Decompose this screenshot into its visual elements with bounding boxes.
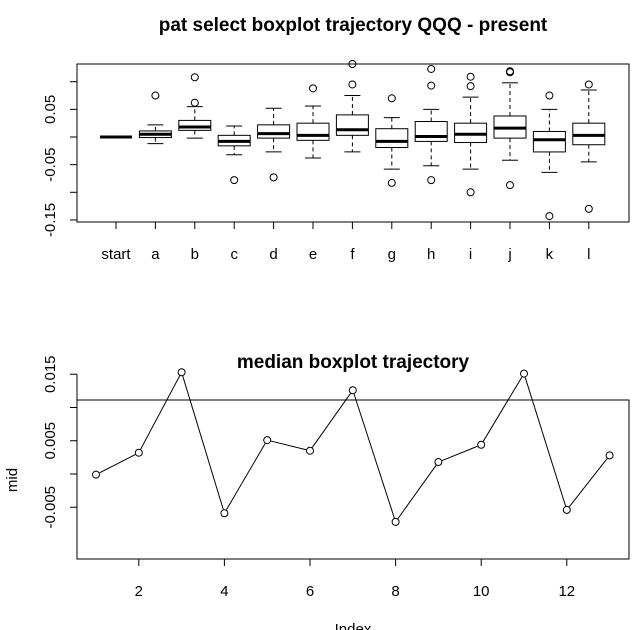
- line-chart-x-label: Index: [335, 621, 372, 630]
- x-tick-label: start: [101, 246, 131, 263]
- line-chart-y-label: mid: [4, 468, 21, 492]
- outlier-point: [348, 60, 357, 69]
- series-segment: [311, 393, 351, 448]
- outlier-point: [466, 72, 475, 81]
- box-iqr: [375, 128, 409, 149]
- outlier-point: [545, 212, 554, 221]
- x-tick-label: h: [427, 246, 435, 263]
- data-point: [605, 451, 614, 460]
- box-e: [296, 84, 330, 159]
- series-segment: [482, 376, 523, 442]
- outlier-point: [466, 82, 475, 91]
- box-k: [532, 91, 566, 221]
- series-segment: [225, 443, 266, 511]
- data-point: [391, 517, 400, 526]
- data-point: [306, 446, 314, 455]
- outlier-point: [427, 176, 436, 185]
- data-point: [520, 369, 528, 378]
- outlier-point: [545, 91, 554, 100]
- x-tick-label: 12: [558, 583, 575, 600]
- box-iqr: [257, 124, 291, 139]
- x-tick-label: g: [388, 246, 396, 263]
- box-iqr: [178, 119, 212, 131]
- box-g: [375, 94, 409, 187]
- x-tick-label: i: [469, 246, 472, 263]
- series-segment: [568, 458, 608, 508]
- x-tick-label: e: [309, 246, 317, 263]
- x-tick-label: a: [151, 246, 160, 263]
- box-iqr: [296, 122, 330, 141]
- boxplot-title: pat select boxplot trajectory QQQ - pres…: [159, 15, 548, 36]
- outlier-point: [309, 84, 317, 93]
- x-tick-label: f: [350, 246, 355, 263]
- series-segment: [397, 464, 437, 519]
- x-tick-label: 6: [306, 583, 314, 600]
- y-tick-label: 0.015: [42, 355, 59, 393]
- data-point: [92, 470, 100, 479]
- box-a: [138, 91, 172, 145]
- line-chart-title: median boxplot trajectory: [237, 352, 470, 373]
- data-point: [348, 386, 357, 395]
- box-f: [335, 60, 369, 153]
- outlier-point: [230, 176, 239, 185]
- box-i: [454, 72, 488, 197]
- line-chart-panel: -0.005 0.005 0.015 2 4 6 8 10 12: [42, 355, 630, 600]
- outlier-point: [427, 81, 436, 90]
- outlier-point: [190, 98, 199, 107]
- box-j: [493, 67, 527, 190]
- box-d: [257, 107, 291, 182]
- series-segment: [140, 375, 181, 450]
- boxplot-panel: -0.15 -0.05 0.05 start a b c d e f g h i j k l: [42, 60, 630, 263]
- x-tick-label: k: [546, 246, 554, 263]
- series-segment: [182, 375, 224, 510]
- y-tick-label: 0.05: [42, 95, 59, 124]
- data-point: [177, 368, 186, 377]
- series-segment: [524, 377, 567, 507]
- x-tick-label: c: [230, 246, 238, 263]
- outlier-point: [348, 80, 357, 89]
- x-tick-label: b: [191, 246, 199, 263]
- x-tick-label: 2: [135, 583, 143, 600]
- x-tick-label: 4: [220, 583, 228, 600]
- outlier-point: [584, 204, 593, 213]
- outlier-point: [427, 64, 436, 73]
- x-tick-label: d: [269, 246, 277, 263]
- outlier-point: [387, 94, 396, 103]
- data-point: [477, 440, 486, 449]
- x-tick-label: j: [507, 246, 511, 263]
- data-point: [263, 436, 272, 445]
- outlier-point: [466, 188, 475, 197]
- outlier-point: [190, 73, 199, 82]
- data-point: [562, 505, 571, 514]
- plot-frame: [76, 399, 630, 560]
- box-iqr: [532, 130, 566, 153]
- data-point: [134, 448, 143, 457]
- box-iqr: [335, 114, 369, 136]
- series-segment: [441, 445, 478, 461]
- y-tick-label: -0.005: [42, 486, 59, 529]
- box-h: [414, 64, 448, 185]
- outlier-point: [506, 68, 514, 77]
- outlier-point: [584, 80, 593, 89]
- x-tick-label: 8: [391, 583, 399, 600]
- x-tick-label: l: [587, 246, 590, 263]
- series-segment: [353, 393, 395, 519]
- data-point: [434, 458, 443, 467]
- outlier-point: [151, 91, 160, 100]
- series-segment: [99, 454, 136, 474]
- y-tick-label: -0.05: [42, 148, 59, 182]
- outlier-point: [269, 173, 278, 182]
- data-point: [220, 509, 229, 518]
- box-iqr: [414, 121, 448, 142]
- series-segment: [270, 440, 307, 451]
- box-c: [217, 125, 251, 185]
- box-l: [572, 80, 606, 213]
- x-tick-label: 10: [473, 583, 490, 600]
- outlier-point: [387, 178, 396, 187]
- y-tick-label: 0.005: [42, 422, 59, 460]
- box-b: [178, 73, 212, 139]
- outlier-point: [506, 181, 514, 190]
- y-tick-label: -0.15: [42, 203, 59, 237]
